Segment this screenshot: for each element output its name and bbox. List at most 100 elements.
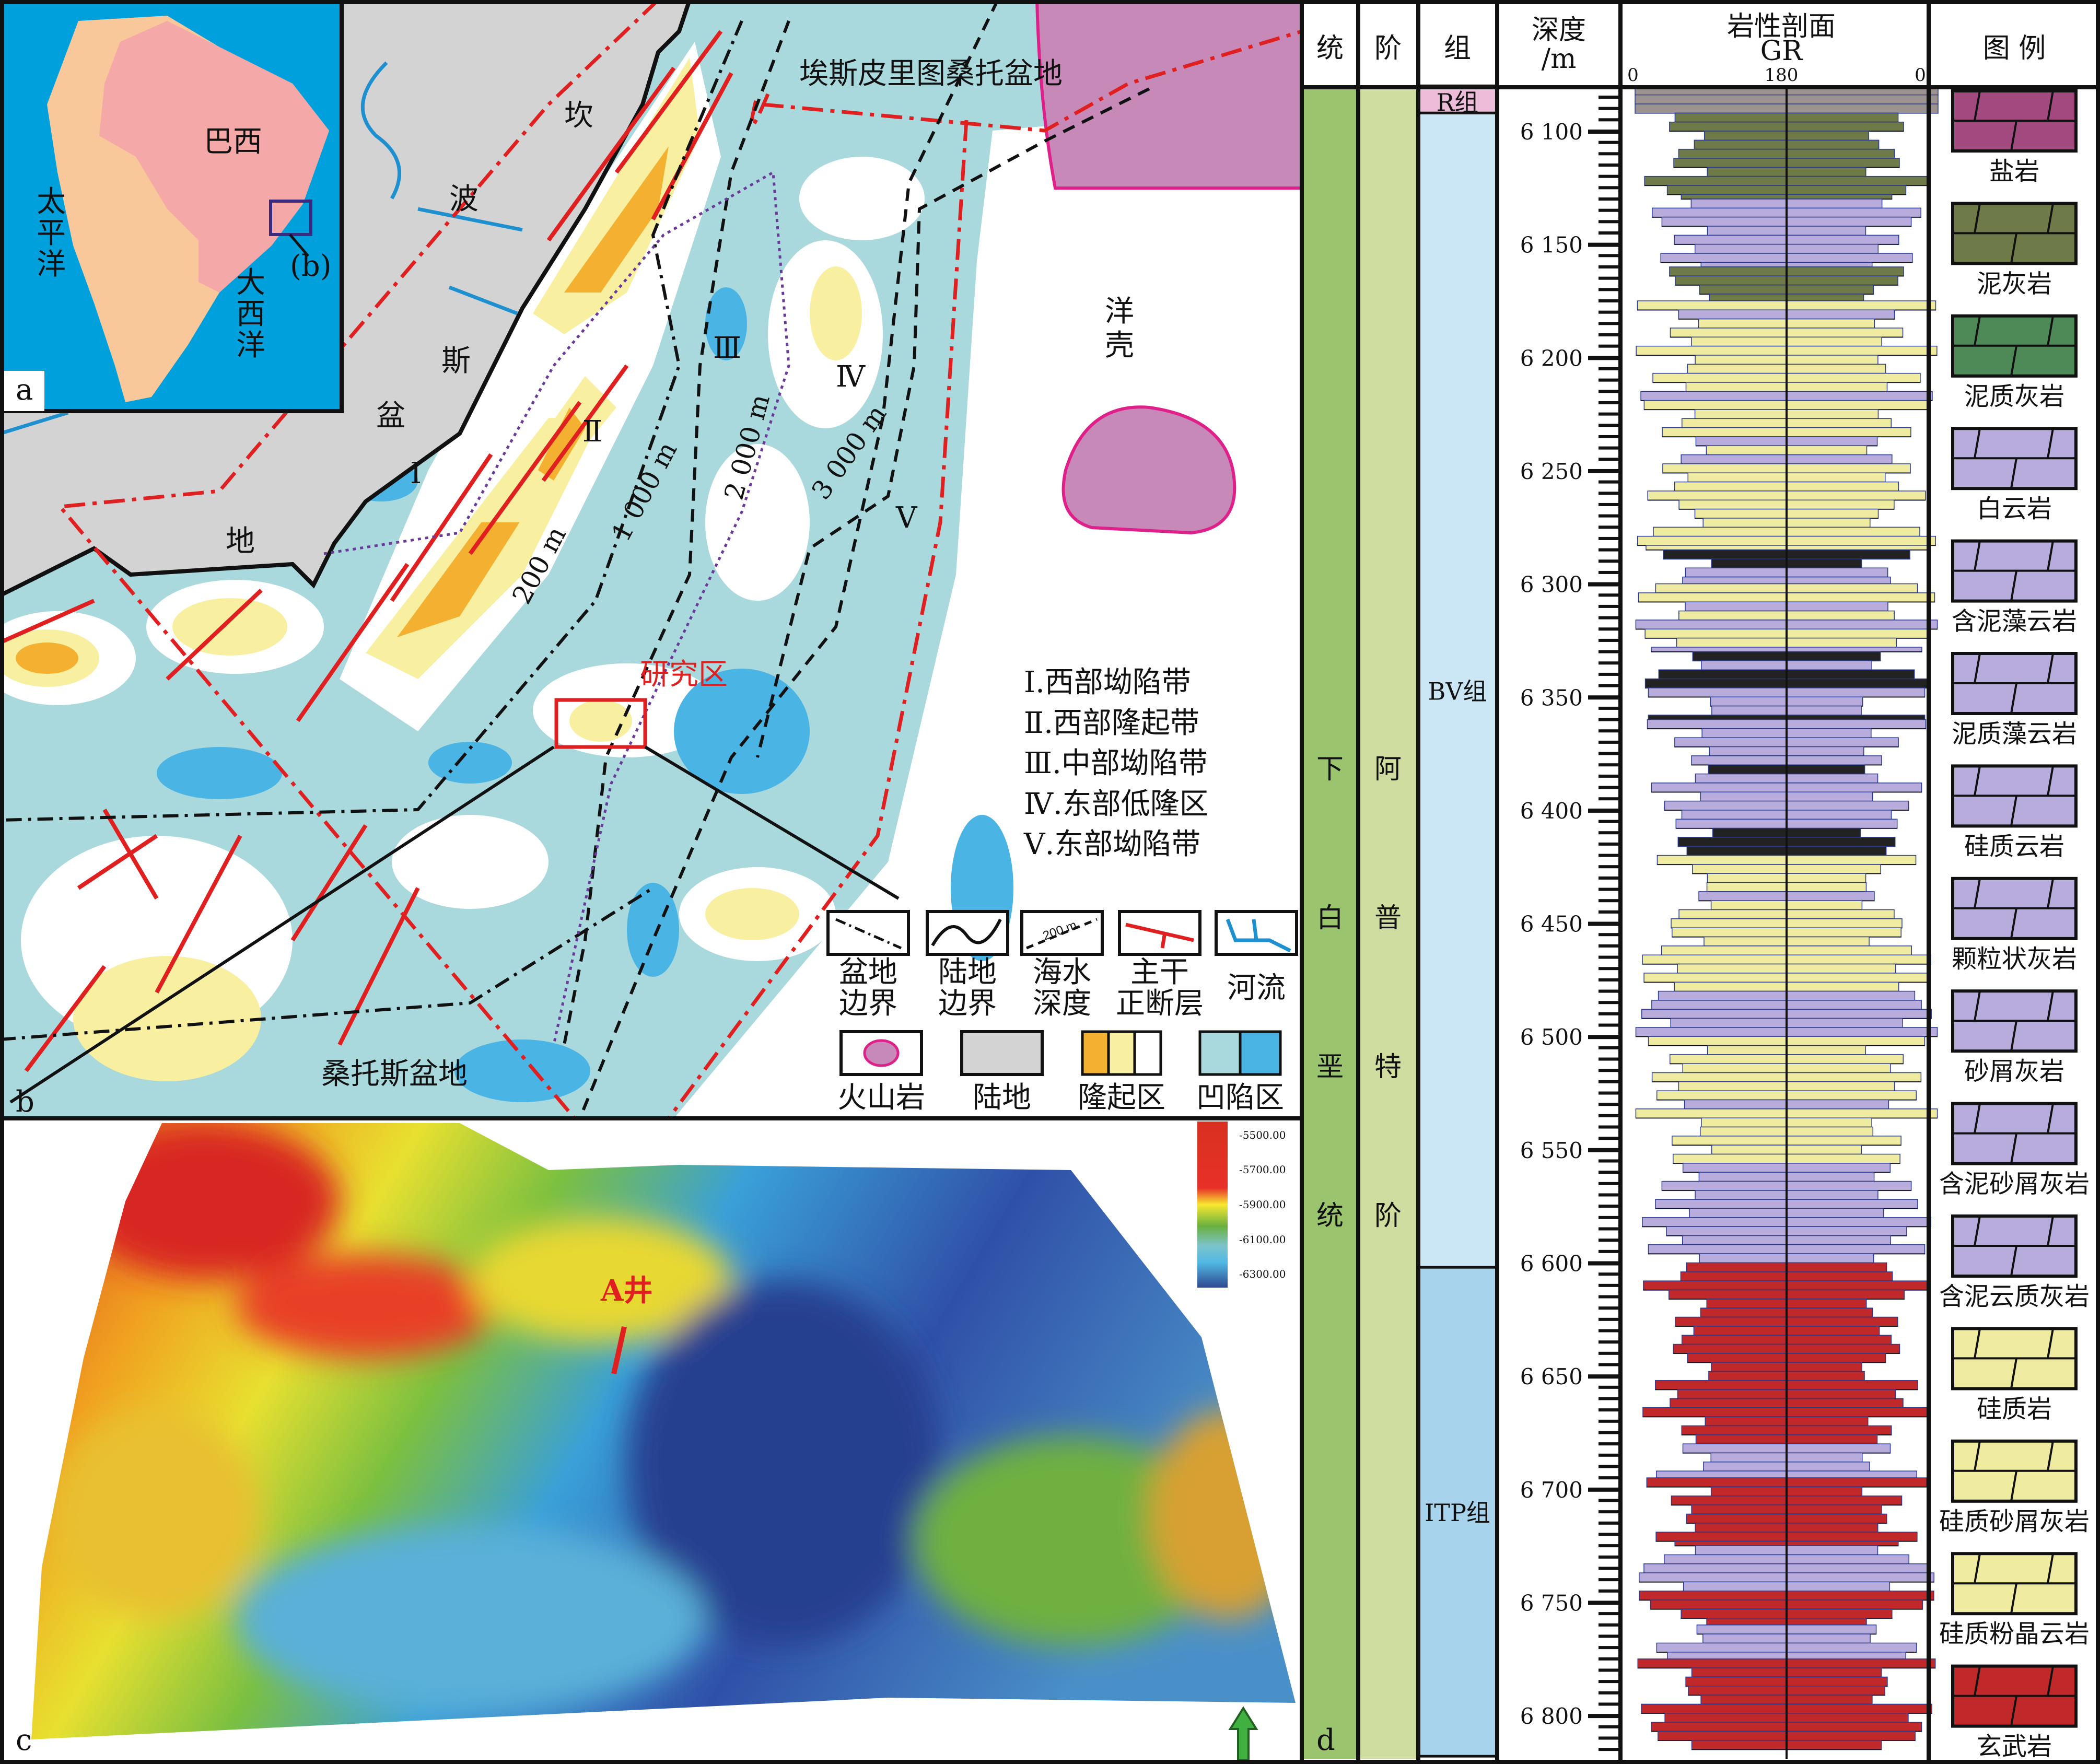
panel-d-tag: d: [1316, 1723, 1335, 1757]
depth-label: 6 250: [1520, 459, 1583, 484]
legend-basin-boundary-1: 盆地: [839, 955, 897, 989]
uplift-patches: [0, 42, 925, 1081]
gr-scale-min: 0: [1627, 65, 1639, 86]
legend-fault-1: 主干: [1130, 955, 1189, 989]
depth-label: 6 650: [1520, 1364, 1583, 1389]
brazil-label: 巴西: [204, 125, 262, 159]
santos-char-4: 盆: [376, 399, 405, 433]
colorbar-label: -5900.00: [1239, 1198, 1286, 1211]
series-column: [1303, 87, 1358, 1759]
panel-a-tag: a: [16, 373, 33, 407]
series-char: 垩: [1316, 1052, 1344, 1083]
depth-label: 6 750: [1520, 1590, 1583, 1616]
legend-land-boundary-1: 陆地: [938, 955, 997, 989]
legend-water-depth-2: 深度: [1033, 987, 1091, 1021]
colorbar-label: -6300.00: [1239, 1268, 1286, 1280]
header-series: 统: [1316, 33, 1344, 64]
volcanic-symbol-icon: [863, 1039, 900, 1067]
pacific-3: 洋: [37, 248, 66, 282]
land-area: [0, 0, 692, 598]
depth-label: 6 150: [1520, 232, 1583, 258]
main-normal-faults: [0, 30, 733, 1072]
santos-char-5: 地: [226, 524, 255, 558]
isobaths: [0, 0, 1150, 1119]
legend-label: 硅质岩: [1977, 1394, 2052, 1423]
legend-label: 含泥藻云岩: [1952, 607, 2077, 636]
legend-river: 河流: [1227, 971, 1286, 1005]
zone-legend-5: Ⅴ.东部坳陷带: [1023, 827, 1200, 861]
colorbar-label: -5500.00: [1239, 1129, 1286, 1141]
log-headers: 统 阶 组 深度 /m 岩性剖面 GR 图 例 0 180 0: [1316, 11, 2046, 86]
atlantic-2: 西: [236, 297, 265, 331]
formation-label: BV组: [1428, 677, 1487, 705]
series-char: 统: [1316, 1200, 1344, 1232]
well-a-label: A井: [600, 1274, 652, 1308]
header-section: 岩性剖面: [1727, 11, 1836, 42]
depth-label: 6 800: [1520, 1703, 1583, 1729]
gr-scale-mid: 180: [1765, 65, 1799, 86]
legend-label: 颗粒状灰岩: [1952, 944, 2077, 974]
atlantic-3: 洋: [236, 329, 265, 363]
legend-fault-2: 正断层: [1116, 987, 1204, 1021]
uplift-symbol-icon: [1081, 1030, 1110, 1076]
depth-label: 6 200: [1520, 345, 1583, 371]
depth-label: 6 700: [1520, 1477, 1583, 1503]
normal-fault-symbol-icon: [1125, 922, 1194, 949]
depth-ruler: 6 100 6 150 6 200 6 250 6 300 6 350 6 400 6 450…: [1520, 96, 1620, 1751]
depth-label: 6 100: [1520, 119, 1583, 145]
oceanic-crust-2: 壳: [1105, 329, 1134, 363]
legend-label: 砂屑灰岩: [1964, 1057, 2064, 1086]
depth-label: 6 300: [1520, 572, 1583, 598]
legend-uplift: 隆起区: [1078, 1081, 1165, 1115]
depth-surface: [31, 1123, 1296, 1739]
zone-legend-1: Ⅰ.西部坳陷带: [1024, 665, 1191, 699]
river-symbol-icon: [1226, 918, 1291, 953]
panel-c-surface: A井 -5500.00 -5700.00 -5900.00 -6100.00 -…: [0, 1118, 1302, 1764]
depression-symbol-icon: [1198, 1030, 1242, 1076]
legend-label: 盐岩: [1989, 157, 2039, 186]
stage-char: 阶: [1374, 1200, 1402, 1232]
colorbar-label: -6100.00: [1239, 1233, 1286, 1246]
legend-label: 硅质云岩: [1964, 832, 2064, 861]
volcanic-rock-area: [1035, 0, 1303, 190]
depth-label: 6 550: [1520, 1138, 1583, 1163]
santos-char-1: 坎: [564, 99, 593, 133]
legend-label: 泥灰岩: [1977, 269, 2052, 298]
legend-water-depth-1: 海水: [1033, 955, 1091, 989]
legend-label: 泥质灰岩: [1964, 382, 2064, 411]
header-stage: 阶: [1374, 33, 1402, 64]
legend-label: 硅质砂屑灰岩: [1939, 1507, 2090, 1536]
legend-volcanic: 火山岩: [837, 1081, 925, 1115]
colorbar-labels: -5500.00 -5700.00 -5900.00 -6100.00 -630…: [1239, 1129, 1286, 1280]
series-char: 下: [1316, 754, 1344, 785]
zone-legend-2: Ⅱ.西部隆起带: [1024, 706, 1199, 740]
study-area-box[interactable]: [554, 698, 647, 749]
legend-label: 硅质粉晶云岩: [1939, 1619, 2090, 1649]
series-char: 白: [1316, 903, 1344, 934]
inset-ref-label: (b): [290, 249, 332, 283]
gr-scale-max: 0: [1915, 65, 1926, 86]
panel-c-tag: c: [16, 1723, 32, 1757]
stage-char: 特: [1374, 1052, 1402, 1083]
water-depth-symbol-icon: [1026, 918, 1098, 950]
basin-boundary-symbol-icon: [835, 918, 902, 950]
zone-1-label: Ⅰ: [410, 457, 422, 490]
pacific-1: 太: [37, 185, 66, 219]
legend-land-boundary-2: 边界: [938, 987, 997, 1021]
basin-boundary: [56, 0, 1303, 1120]
header-depth-unit: /m: [1542, 43, 1577, 75]
stage-column: [1358, 87, 1418, 1759]
panel-b-map: 研究区 埃斯皮里图桑托盆地 坎 波 斯 盆 地 洋 壳 Ⅰ Ⅱ Ⅲ Ⅳ Ⅴ 20…: [0, 0, 1303, 1120]
colorbar-label: -5700.00: [1239, 1163, 1286, 1176]
header-gr: GR: [1760, 36, 1804, 67]
depth-label: 6 450: [1520, 912, 1583, 937]
depth-label: 6 500: [1520, 1024, 1583, 1050]
stage-char: 阿: [1374, 754, 1402, 785]
well-a-trajectory[interactable]: [611, 1326, 627, 1375]
land-symbol-icon: [960, 1030, 1044, 1076]
study-area-label: 研究区: [640, 658, 728, 692]
colorbar: [1197, 1122, 1228, 1288]
